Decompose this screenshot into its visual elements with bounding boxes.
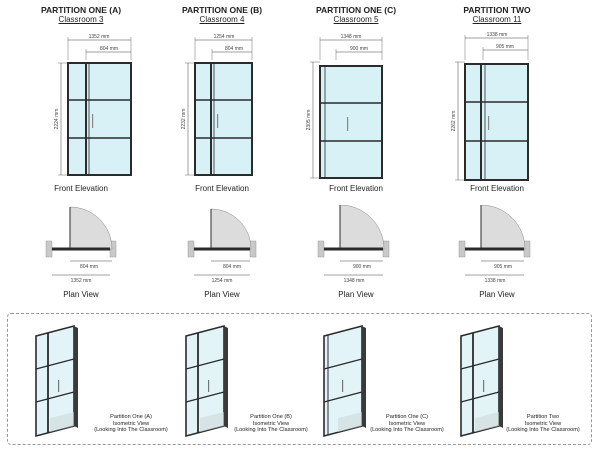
overall-width-label: 1348 mm bbox=[341, 34, 362, 40]
door-width-label: 905 mm bbox=[496, 44, 514, 50]
front-elevation-caption: Front Elevation bbox=[329, 184, 383, 193]
plan-overall-width-label: 1348 mm bbox=[344, 278, 365, 284]
iso-caption-view: Isometric View bbox=[112, 420, 150, 427]
isometric-caption: Partition One (A) Isometric View (Lookin… bbox=[76, 414, 186, 434]
partition-column-3: PARTITION TWO Classroom 11 1338 mm 905 m… bbox=[437, 0, 557, 310]
plan-view-caption: Plan View bbox=[479, 290, 515, 299]
plan-overall-width-label: 1338 mm bbox=[485, 278, 506, 284]
door-width-label: 804 mm bbox=[225, 46, 243, 52]
iso-caption-view: Isometric View bbox=[252, 420, 290, 427]
isometric-caption: Partition One (B) Isometric View (Lookin… bbox=[216, 414, 326, 434]
isometric-section bbox=[7, 313, 592, 445]
iso-caption-name: Partition Two bbox=[526, 414, 560, 420]
partition-title: PARTITION TWO bbox=[463, 5, 531, 15]
plan-view-drawing: 900 mm 1348 mm bbox=[317, 205, 390, 284]
plan-view-caption: Plan View bbox=[338, 290, 374, 299]
height-label: 2305 mm bbox=[306, 110, 312, 131]
partition-title: PARTITION ONE (C) bbox=[315, 5, 397, 15]
partition-column-1: PARTITION ONE (B) Classroom 4 1254 mm 80… bbox=[162, 0, 282, 310]
partition-room: Classroom 11 bbox=[472, 15, 522, 24]
partition-column-2: PARTITION ONE (C) Classroom 5 1348 mm 90… bbox=[296, 0, 416, 310]
front-elevation-drawing: 1338 mm 905 mm 2262 mm bbox=[451, 32, 529, 181]
front-elevation-caption: Front Elevation bbox=[470, 184, 524, 193]
iso-caption-name: Partition One (B) bbox=[250, 414, 292, 420]
door-width-label: 900 mm bbox=[350, 46, 368, 52]
partition-room: Classroom 5 bbox=[333, 15, 379, 24]
iso-caption-note: (Looking Into The Classroom) bbox=[234, 427, 308, 434]
plan-door-width-label: 804 mm bbox=[80, 264, 98, 270]
plan-view-drawing: 804 mm 1254 mm bbox=[187, 208, 257, 284]
plan-view-drawing: 804 mm 1352 mm bbox=[45, 206, 117, 284]
front-elevation-drawing: 1348 mm 900 mm 2305 mm bbox=[306, 34, 383, 179]
partition-column-0: PARTITION ONE (A) Classroom 3 1352 mm 80… bbox=[21, 0, 141, 310]
height-label: 2262 mm bbox=[451, 111, 457, 132]
iso-caption-name: Partition One (A) bbox=[110, 414, 152, 420]
iso-caption-name: Partition One (C) bbox=[386, 414, 428, 420]
plan-view-caption: Plan View bbox=[204, 290, 240, 299]
plan-door-width-label: 905 mm bbox=[494, 264, 512, 270]
overall-width-label: 1352 mm bbox=[89, 34, 110, 40]
plan-overall-width-label: 1254 mm bbox=[212, 278, 233, 284]
height-label: 2232 mm bbox=[181, 109, 187, 130]
plan-view-drawing: 905 mm 1338 mm bbox=[458, 205, 531, 284]
height-label: 2224 mm bbox=[54, 109, 60, 130]
front-elevation-drawing: 1254 mm 804 mm 2232 mm bbox=[181, 34, 253, 176]
overall-width-label: 1254 mm bbox=[214, 34, 235, 40]
partition-title: PARTITION ONE (A) bbox=[40, 5, 122, 15]
iso-caption-view: Isometric View bbox=[524, 420, 562, 427]
isometric-drawing bbox=[35, 324, 78, 438]
iso-caption-view: Isometric View bbox=[388, 420, 426, 427]
iso-caption-note: (Looking Into The Classroom) bbox=[506, 427, 580, 434]
isometric-drawing bbox=[185, 324, 228, 438]
isometric-caption: Partition One (C) Isometric View (Lookin… bbox=[352, 414, 462, 434]
overall-width-label: 1338 mm bbox=[487, 32, 508, 38]
partition-room: Classroom 3 bbox=[58, 15, 104, 24]
front-elevation-drawing: 1352 mm 804 mm 2224 mm bbox=[54, 34, 132, 176]
partition-room: Classroom 4 bbox=[199, 15, 245, 24]
front-elevation-caption: Front Elevation bbox=[195, 184, 249, 193]
plan-view-caption: Plan View bbox=[63, 290, 99, 299]
isometric-caption: Partition Two Isometric View (Looking In… bbox=[488, 414, 598, 434]
iso-caption-note: (Looking Into The Classroom) bbox=[94, 427, 168, 434]
isometric-drawing bbox=[323, 324, 366, 438]
plan-door-width-label: 900 mm bbox=[353, 264, 371, 270]
door-width-label: 804 mm bbox=[100, 46, 118, 52]
plan-door-width-label: 804 mm bbox=[223, 264, 241, 270]
front-elevation-caption: Front Elevation bbox=[54, 184, 108, 193]
partition-title: PARTITION ONE (B) bbox=[181, 5, 263, 15]
iso-caption-note: (Looking Into The Classroom) bbox=[370, 427, 444, 434]
isometric-drawing bbox=[460, 324, 503, 438]
plan-overall-width-label: 1352 mm bbox=[71, 278, 92, 284]
